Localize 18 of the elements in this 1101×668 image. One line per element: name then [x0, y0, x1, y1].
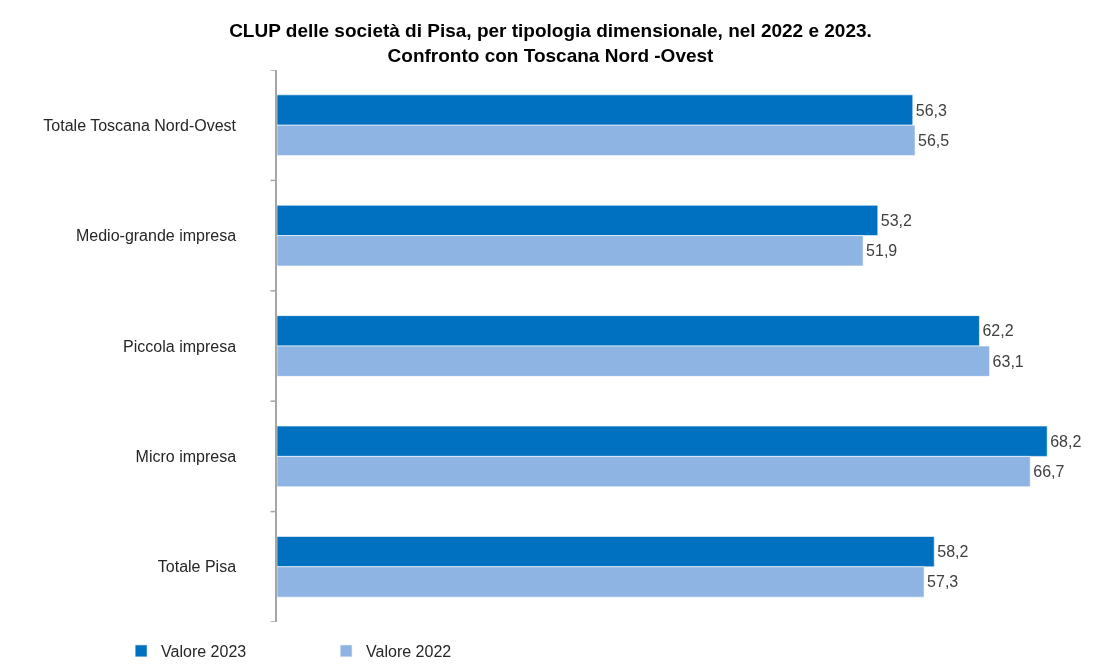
data-label: 56,3 [915, 101, 948, 119]
y-tick-label: Micro impresa [135, 448, 237, 465]
data-label: 51,9 [866, 242, 898, 260]
data-label: 66,7 [1033, 463, 1065, 481]
data-label: 58,2 [937, 543, 969, 561]
data-label: 62,2 [982, 322, 1014, 340]
data-label: 56,5 [918, 131, 950, 149]
data-label: 57,3 [927, 573, 959, 591]
chart-title: CLUP delle società di Pisa, per tipologia dimensionale, nel 2022 e 2023. Confronto con Toscana Nord -Ovest [229, 20, 872, 66]
legend-label: Valore 2023 [161, 643, 247, 661]
data-label: 63,1 [992, 352, 1024, 370]
data-label: 68,2 [1050, 432, 1082, 450]
y-tick-label: Medio-grande impresa [75, 227, 237, 245]
y-tick-label: Totale Toscana Nord-Ovest [43, 116, 237, 134]
y-tick-label: Piccola impresa [123, 337, 237, 355]
legend-label: Valore 2022 [366, 643, 452, 661]
y-tick-label: Totale Pisa [157, 558, 237, 576]
data-label: 53,2 [880, 211, 913, 229]
